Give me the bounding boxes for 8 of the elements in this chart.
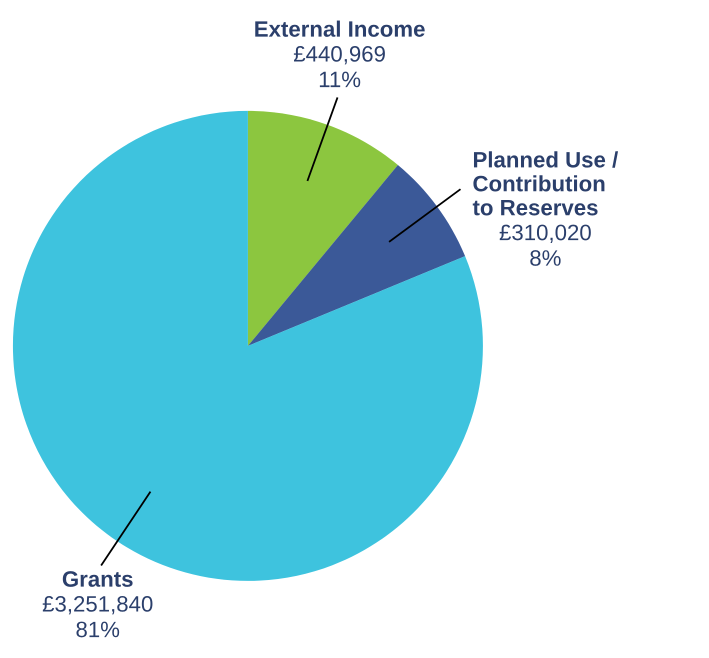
slice-label: External Income bbox=[255, 20, 425, 37]
data-label: £3,251,840 81% bbox=[42, 596, 152, 638]
pie-slice bbox=[248, 110, 398, 346]
slice-label: Grants bbox=[62, 571, 133, 587]
slice-label: Planned Use / Contribution to Reserves bbox=[472, 151, 618, 216]
data-label: £310,020 8% bbox=[500, 224, 591, 266]
pie-slice bbox=[248, 165, 466, 346]
data-label: £440,969 11% bbox=[294, 46, 385, 88]
